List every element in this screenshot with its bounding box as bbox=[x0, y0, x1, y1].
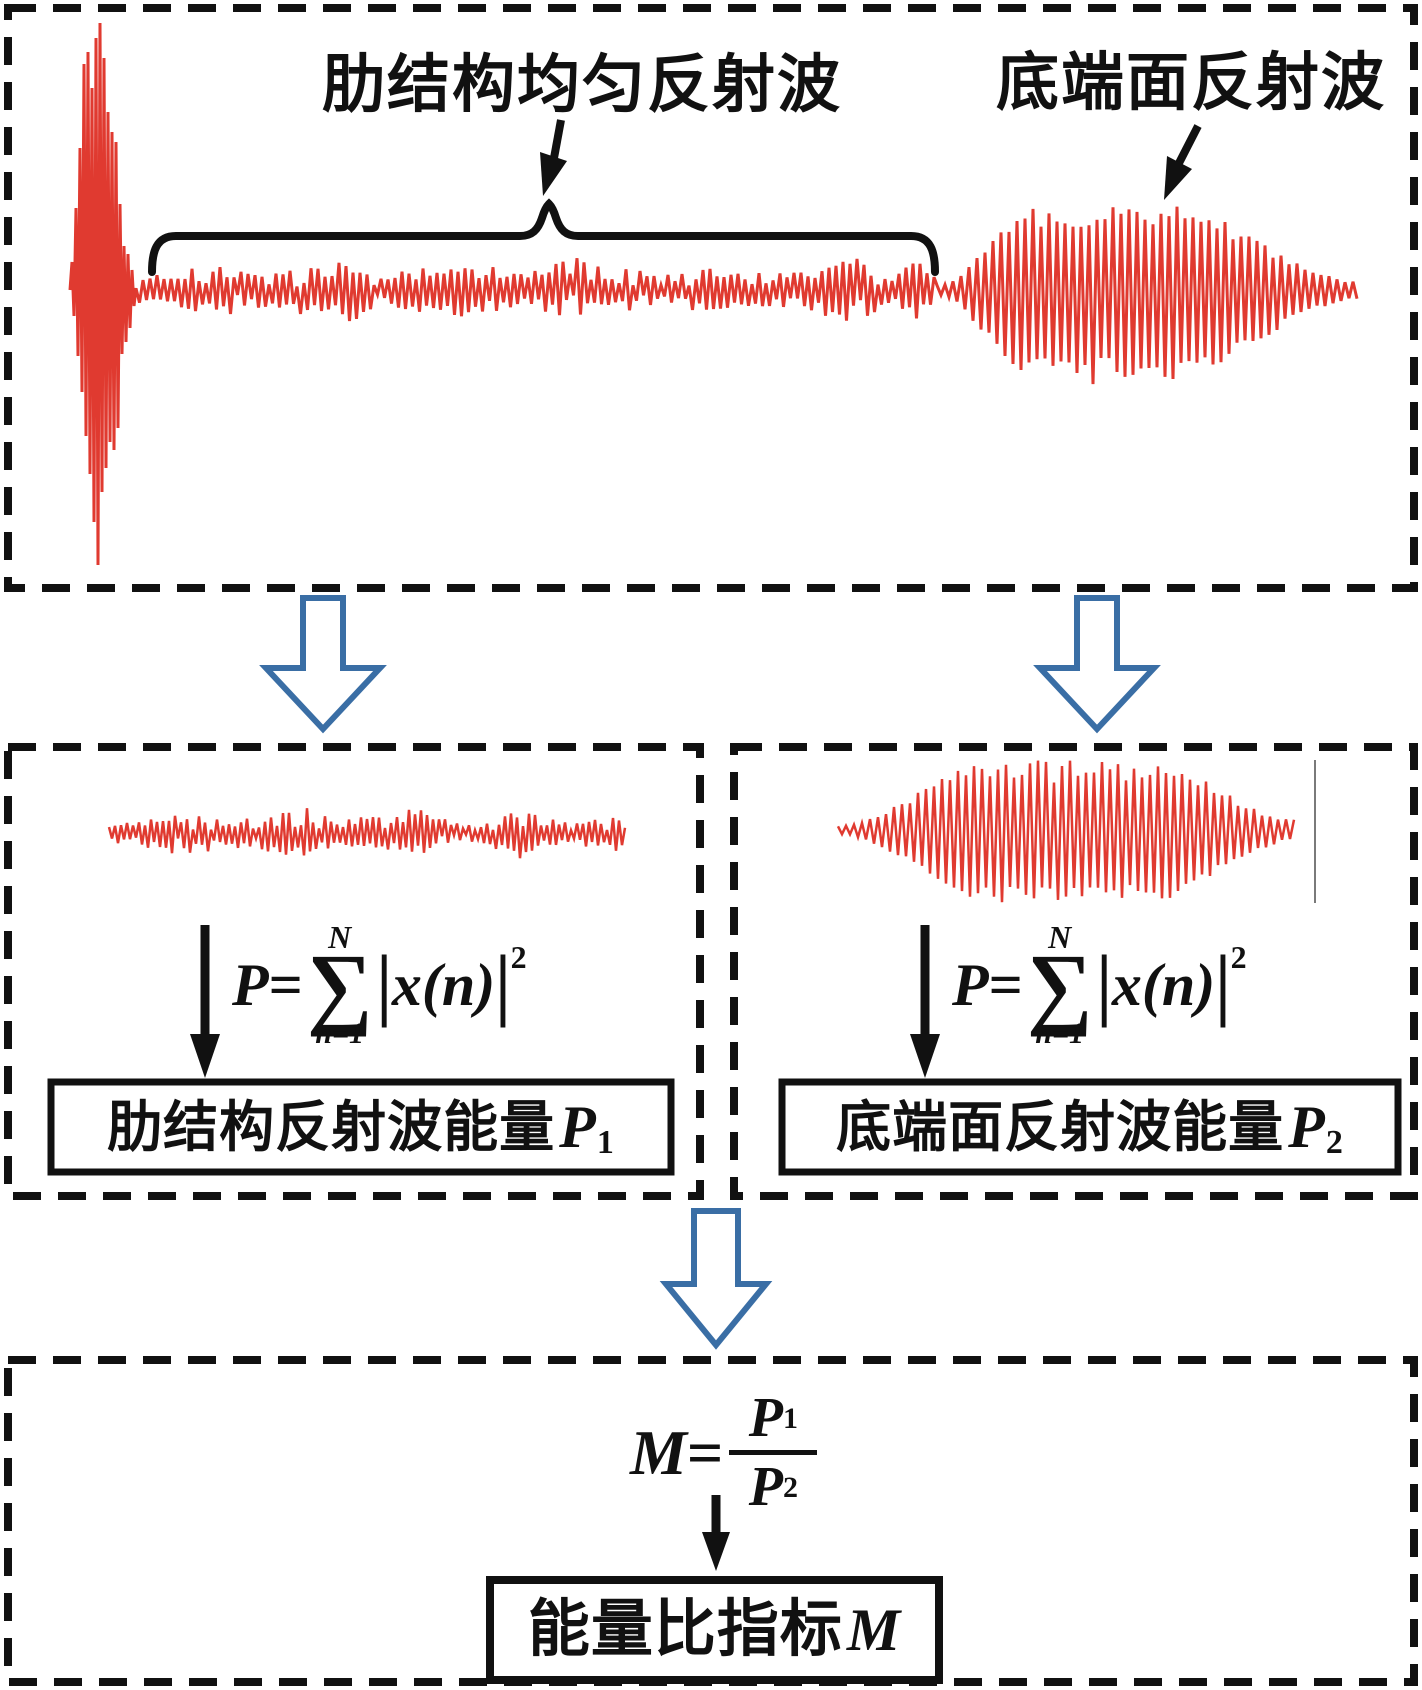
right-result-var: P bbox=[1288, 1094, 1326, 1160]
rib-wave-label: 肋结构均匀反射波 bbox=[322, 50, 842, 120]
right-result-box bbox=[778, 1078, 1402, 1176]
bottom-result-cn: 能量比指标 bbox=[527, 1596, 843, 1664]
sigma-icon: ∑ bbox=[306, 935, 373, 1037]
right-panel-dashed-box bbox=[730, 743, 1418, 1200]
abs-bar: | bbox=[376, 940, 392, 1029]
formula-body: | x(n) | 2 bbox=[376, 941, 526, 1025]
left-result-box bbox=[47, 1078, 675, 1176]
right-formula-arrow bbox=[910, 925, 940, 1078]
top-panel-dashed-box bbox=[4, 4, 1418, 592]
formula-lhs: P bbox=[232, 952, 269, 1019]
left-panel-dashed-box bbox=[4, 743, 704, 1200]
flow-arrow-right-icon bbox=[1033, 595, 1161, 734]
signal-term: x(n) bbox=[1111, 952, 1216, 1019]
bottom-result-box bbox=[486, 1576, 943, 1684]
right-result-label: 底端面反射波能量 P 2 bbox=[782, 1082, 1398, 1172]
rib-label-arrow bbox=[540, 119, 567, 196]
formula-lhs: P bbox=[952, 952, 989, 1019]
flow-arrow-left-icon bbox=[259, 595, 387, 734]
left-result-var: P bbox=[559, 1094, 597, 1160]
left-panel-waveform bbox=[107, 808, 627, 859]
formula-equals: = bbox=[988, 952, 1023, 1019]
sum-lower-limit: n=1 bbox=[1035, 1017, 1085, 1051]
left-result-sub: 1 bbox=[596, 1124, 615, 1161]
numerator-sub: 1 bbox=[782, 1402, 798, 1435]
sum-upper-limit: N bbox=[328, 919, 352, 955]
rib-section-brace bbox=[148, 198, 939, 276]
left-result-cn: 肋结构反射波能量 bbox=[107, 1096, 556, 1158]
right-result-sub: 2 bbox=[1325, 1124, 1344, 1161]
fraction-bar bbox=[729, 1450, 818, 1455]
bottom-wave-label: 底端面反射波 bbox=[996, 48, 1386, 118]
ratio-equals: = bbox=[686, 1416, 724, 1488]
ratio-lhs: M bbox=[630, 1416, 687, 1488]
denominator-sub: 2 bbox=[782, 1471, 798, 1504]
sum-lower-limit: n=1 bbox=[315, 1017, 365, 1051]
top-waveform bbox=[68, 22, 1359, 566]
sum-stack: N ∑ n=1 bbox=[1027, 921, 1093, 1049]
bottom-result-var: M bbox=[846, 1597, 902, 1663]
left-energy-formula: P = N ∑ n=1 | x(n) | 2 bbox=[232, 921, 527, 1049]
right-panel-waveform bbox=[836, 760, 1296, 903]
denominator-var: P bbox=[748, 1456, 783, 1518]
right-energy-formula: P = N ∑ n=1 | x(n) | 2 bbox=[952, 921, 1247, 1049]
sigma-icon: ∑ bbox=[1026, 935, 1093, 1037]
exponent: 2 bbox=[1230, 939, 1247, 976]
flow-arrow-center-icon bbox=[659, 1208, 773, 1350]
abs-bar: | bbox=[495, 940, 511, 1029]
numerator-var: P bbox=[748, 1387, 783, 1449]
signal-term: x(n) bbox=[391, 952, 496, 1019]
sum-stack: N ∑ n=1 bbox=[307, 921, 373, 1049]
left-result-label: 肋结构反射波能量 P 1 bbox=[51, 1082, 671, 1172]
sum-upper-limit: N bbox=[1048, 919, 1072, 955]
left-formula-arrow bbox=[190, 925, 220, 1078]
right-result-cn: 底端面反射波能量 bbox=[836, 1096, 1285, 1158]
formula-body: | x(n) | 2 bbox=[1096, 941, 1246, 1025]
bottom-result-label: 能量比指标 M bbox=[490, 1580, 939, 1680]
bottom-label-arrow bbox=[1164, 124, 1202, 200]
abs-bar: | bbox=[1096, 940, 1112, 1029]
formula-equals: = bbox=[268, 952, 303, 1019]
exponent: 2 bbox=[510, 939, 527, 976]
bottom-formula-arrow bbox=[702, 1495, 730, 1571]
abs-bar: | bbox=[1215, 940, 1231, 1029]
